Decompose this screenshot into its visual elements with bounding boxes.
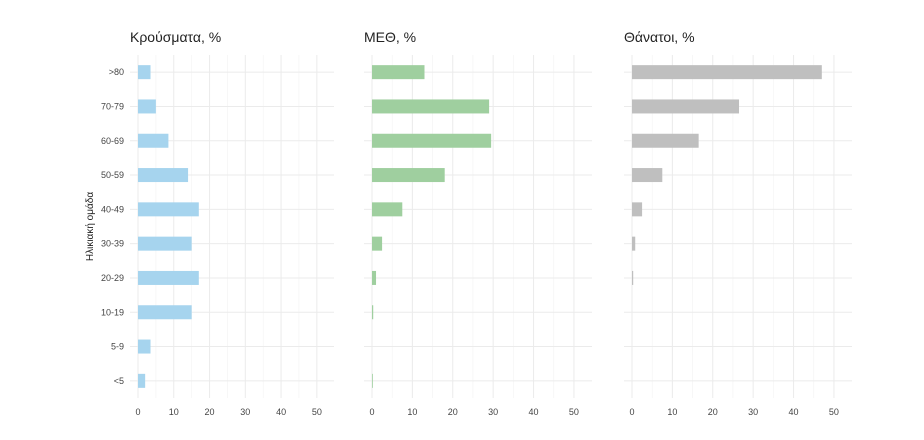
bar-20-29 bbox=[632, 270, 634, 285]
panel-2: ΜΕΘ, % 0 10 20 30 40 50 bbox=[364, 29, 592, 417]
x-tick-label: 30 bbox=[488, 407, 498, 417]
x-tick-label: 0 bbox=[135, 407, 140, 417]
x-tick-label: 20 bbox=[205, 407, 215, 417]
x-tick-label: 20 bbox=[708, 407, 718, 417]
bar-30-39 bbox=[632, 236, 636, 251]
panel-3: Θάνατοι, % 0 10 20 30 40 50 bbox=[624, 29, 852, 417]
y-tick-label: 20-29 bbox=[101, 273, 124, 283]
x-tick-label: 30 bbox=[748, 407, 758, 417]
x-tick-label: 10 bbox=[667, 407, 677, 417]
bar-70-79 bbox=[632, 99, 740, 114]
panel-title: Θάνατοι, % bbox=[624, 29, 695, 45]
bar-40-49 bbox=[138, 202, 199, 217]
x-tick-label: 50 bbox=[829, 407, 839, 417]
bar-60-69 bbox=[138, 133, 169, 148]
y-tick-label: 50-59 bbox=[101, 170, 124, 180]
y-tick-label: 70-79 bbox=[101, 101, 124, 111]
x-tick-label: 40 bbox=[276, 407, 286, 417]
panel-1: Κρούσματα, % 0 10 20 30 40 50 bbox=[130, 29, 334, 417]
bar-10-19 bbox=[372, 305, 374, 320]
x-tick-label: 40 bbox=[789, 407, 799, 417]
bar-70-79 bbox=[138, 99, 156, 114]
y-tick-label: >80 bbox=[109, 67, 124, 77]
bar->80 bbox=[632, 65, 822, 80]
bar-50-59 bbox=[632, 168, 663, 183]
bar-60-69 bbox=[372, 133, 492, 148]
bar-30-39 bbox=[138, 236, 192, 251]
bar-40-49 bbox=[372, 202, 403, 217]
bar-70-79 bbox=[372, 99, 490, 114]
y-tick-label: <5 bbox=[114, 376, 124, 386]
x-tick-label: 0 bbox=[629, 407, 634, 417]
bar-<5 bbox=[372, 373, 373, 388]
panel-title: ΜΕΘ, % bbox=[364, 29, 416, 45]
y-axis-title: Ηλικιακή ομάδα bbox=[84, 192, 96, 261]
bar-60-69 bbox=[632, 133, 699, 148]
x-tick-label: 10 bbox=[169, 407, 179, 417]
y-tick-label: 60-69 bbox=[101, 136, 124, 146]
x-tick-label: 40 bbox=[529, 407, 539, 417]
bar-20-29 bbox=[138, 270, 199, 285]
bar-50-59 bbox=[138, 168, 189, 183]
bar-10-19 bbox=[138, 305, 192, 320]
x-tick-label: 50 bbox=[312, 407, 322, 417]
bar-30-39 bbox=[372, 236, 383, 251]
bar-40-49 bbox=[632, 202, 643, 217]
x-tick-label: 20 bbox=[448, 407, 458, 417]
x-tick-label: 10 bbox=[407, 407, 417, 417]
bar-50-59 bbox=[372, 168, 445, 183]
panel-title: Κρούσματα, % bbox=[130, 29, 221, 45]
y-tick-label: 30-39 bbox=[101, 239, 124, 249]
y-tick-label: 10-19 bbox=[101, 307, 124, 317]
y-tick-label: 40-49 bbox=[101, 204, 124, 214]
x-tick-label: 50 bbox=[569, 407, 579, 417]
bar->80 bbox=[372, 65, 425, 80]
bar-5-9 bbox=[138, 339, 151, 354]
x-tick-label: 0 bbox=[369, 407, 374, 417]
bar-<5 bbox=[138, 373, 146, 388]
y-tick-label: 5-9 bbox=[111, 342, 124, 352]
bar-20-29 bbox=[372, 270, 377, 285]
x-tick-label: 30 bbox=[240, 407, 250, 417]
bar->80 bbox=[138, 65, 151, 80]
